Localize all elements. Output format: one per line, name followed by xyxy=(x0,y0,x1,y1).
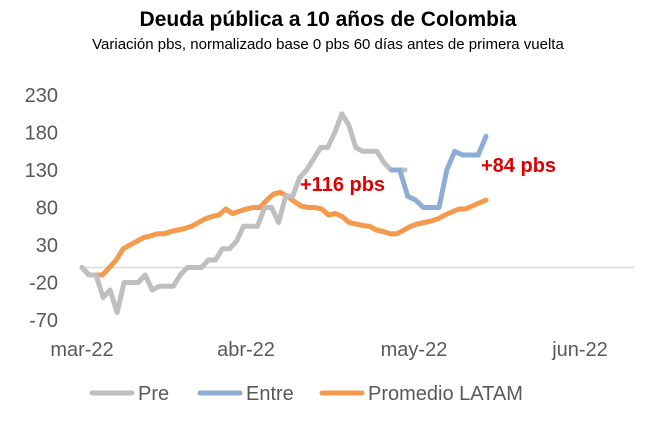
legend-label-pre: Pre xyxy=(138,383,169,405)
y-axis-ticks: 230 180 130 80 30 -20 -70 xyxy=(25,85,58,332)
legend: Pre Entre Promedio LATAM xyxy=(89,383,523,405)
y-tick-label: -20 xyxy=(29,273,58,295)
legend-label-promedio-latam: Promedio LATAM xyxy=(368,383,523,405)
y-tick-label: 130 xyxy=(25,160,58,182)
x-tick-label: abr-22 xyxy=(217,339,275,361)
series-line-entre xyxy=(389,133,489,210)
annotation-entre-change: +116 pbs xyxy=(300,174,385,196)
x-tick-label: may-22 xyxy=(381,339,448,361)
chart-title: Deuda pública a 10 años de Colombia xyxy=(139,8,517,31)
y-tick-label: 180 xyxy=(25,123,58,145)
annotation-latam-change: +84 pbs xyxy=(481,155,556,177)
x-tick-label: jun-22 xyxy=(551,339,608,361)
y-tick-label: 80 xyxy=(36,198,58,220)
y-tick-label: 230 xyxy=(25,85,58,107)
chart-subtitle: Variación pbs, normalizado base 0 pbs 60… xyxy=(92,36,564,53)
x-axis-ticks: mar-22 abr-22 may-22 jun-22 xyxy=(50,339,607,361)
series-lines xyxy=(79,111,489,315)
y-tick-label: -70 xyxy=(29,310,58,332)
x-tick-label: mar-22 xyxy=(50,339,113,361)
legend-label-entre: Entre xyxy=(246,383,294,405)
y-tick-label: 30 xyxy=(36,235,58,257)
series-line-pre xyxy=(79,111,408,315)
